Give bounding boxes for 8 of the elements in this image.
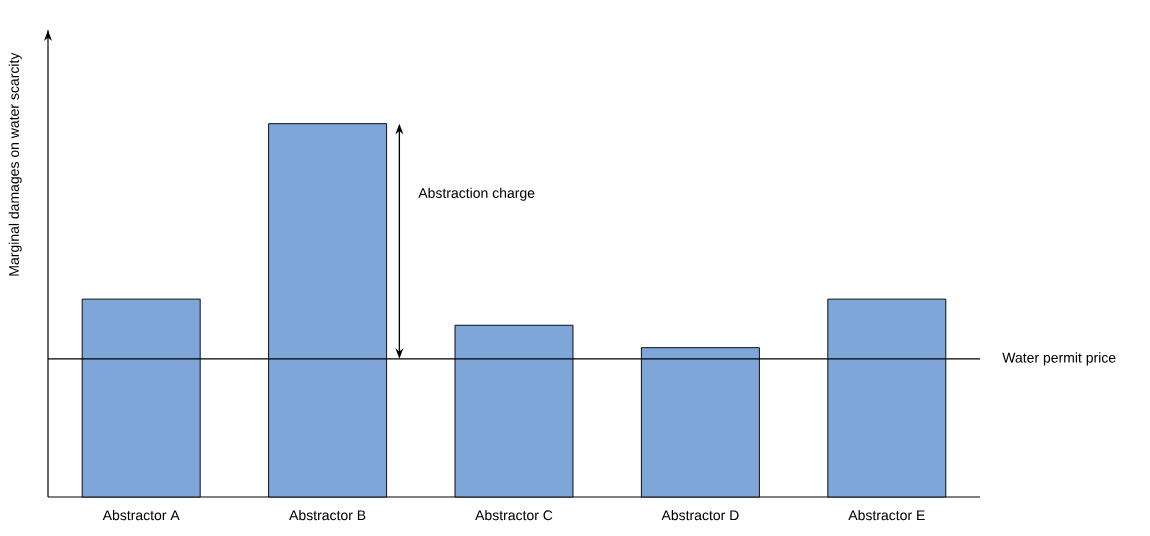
- x-tick-label: Abstractor C: [475, 509, 553, 521]
- x-tick-label: Abstractor E: [848, 509, 925, 521]
- x-tick-label: Abstractor B: [289, 509, 366, 521]
- x-tick-label: Abstractor A: [102, 509, 180, 521]
- ref-line-label: Water permit price: [1002, 352, 1116, 366]
- annotation: Abstraction charge: [418, 187, 535, 201]
- x-tick-label: Abstractor D: [661, 509, 739, 521]
- y-axis-title: Marginal damages on water scarcity: [8, 52, 22, 276]
